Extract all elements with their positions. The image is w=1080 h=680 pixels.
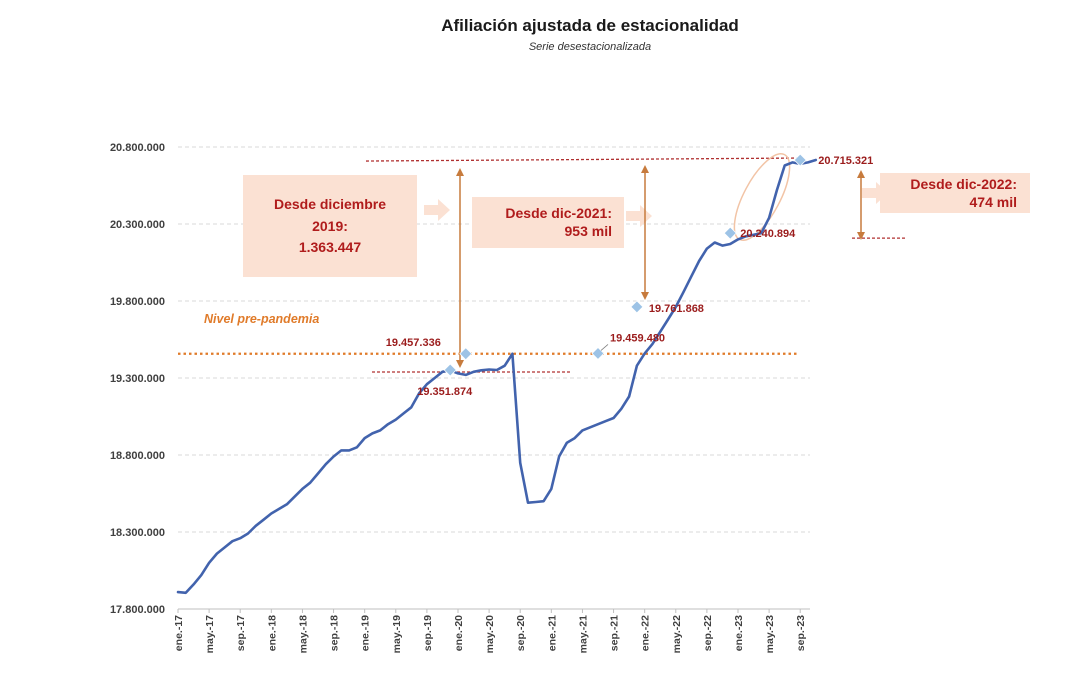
x-tick-label: sep.-23: [795, 615, 807, 651]
annotation-text: 1.363.447: [299, 239, 361, 255]
x-tick-label: sep.-18: [329, 615, 341, 651]
data-point-label: 19.457.336: [386, 337, 441, 349]
annotation-box: [880, 173, 1030, 213]
data-point-marker: [591, 346, 605, 361]
x-tick-label: sep.-22: [702, 615, 714, 651]
annotation-text: 474 mil: [970, 194, 1017, 210]
x-tick-label: ene.-22: [640, 615, 652, 651]
annotation-text: 953 mil: [565, 223, 612, 239]
x-tick-label: sep.-21: [609, 615, 621, 651]
y-tick-label: 19.800.000: [110, 296, 165, 308]
y-tick-label: 19.300.000: [110, 373, 165, 385]
dashed-ref-top: [365, 157, 801, 162]
x-tick-label: may.-20: [484, 615, 496, 653]
arrow-since-2021-head-down: [641, 292, 649, 300]
data-point-label: 20.715.321: [818, 155, 873, 167]
data-point-marker: [443, 363, 457, 377]
y-tick-label: 18.800.000: [110, 450, 165, 462]
x-tick-label: may.-22: [671, 615, 683, 653]
x-tick-label: sep.-17: [235, 615, 247, 651]
pre-pandemic-label: Nivel pre-pandemia: [204, 312, 319, 326]
x-tick-label: sep.-19: [422, 615, 434, 651]
x-tick-label: sep.-20: [515, 615, 527, 651]
arrow-since-2019-head-up: [456, 168, 464, 176]
annotation-text: Desde dic-2021:: [505, 205, 612, 221]
leader-line: [600, 344, 609, 351]
x-tick-label: may.-17: [204, 615, 216, 653]
arrow-since-2022-head-up: [857, 170, 865, 178]
data-point-label: 19.761.868: [649, 303, 704, 315]
arrow-since-2021-head-up: [641, 165, 649, 173]
data-point-marker: [630, 300, 644, 314]
series-line: [176, 158, 818, 595]
y-tick-label: 18.300.000: [110, 527, 165, 539]
data-point-marker: [723, 226, 737, 240]
arrow-since-2019-head-down: [456, 360, 464, 368]
annotation-text: Desde dic-2022:: [910, 176, 1017, 192]
x-tick-label: ene.-21: [546, 615, 558, 651]
chart-subtitle: Serie desestacionalizada: [529, 41, 651, 53]
x-tick-label: ene.-23: [733, 615, 745, 651]
annotation-text: Desde diciembre: [274, 196, 386, 212]
annotation-text: 2019:: [312, 218, 348, 234]
annotation-arrow-icon: [424, 199, 450, 221]
data-point-label: 19.459.480: [610, 332, 665, 344]
x-tick-label: ene.-19: [360, 615, 372, 651]
annotation-arrow-icon: [862, 182, 888, 204]
data-point-label: 19.351.874: [417, 386, 473, 398]
chart-title: Afiliación ajustada de estacionalidad: [441, 16, 739, 35]
x-tick-label: ene.-18: [266, 615, 278, 651]
x-tick-label: may.-23: [764, 615, 776, 653]
arrow-since-2022-head-down: [857, 232, 865, 240]
y-tick-label: 20.300.000: [110, 219, 165, 231]
data-point-marker: [459, 347, 473, 361]
x-tick-label: ene.-20: [453, 615, 465, 651]
y-tick-label: 17.800.000: [110, 604, 165, 616]
data-point-marker: [793, 153, 807, 167]
data-point-label: 20.240.894: [740, 228, 796, 240]
annotation-box: [472, 197, 624, 248]
x-tick-label: may.-19: [391, 615, 403, 653]
annotation-box: [243, 175, 417, 277]
x-tick-label: may.-18: [297, 615, 309, 653]
x-tick-label: may.-21: [577, 615, 589, 653]
y-tick-label: 20.800.000: [110, 142, 165, 154]
x-tick-label: ene.-17: [173, 615, 185, 651]
